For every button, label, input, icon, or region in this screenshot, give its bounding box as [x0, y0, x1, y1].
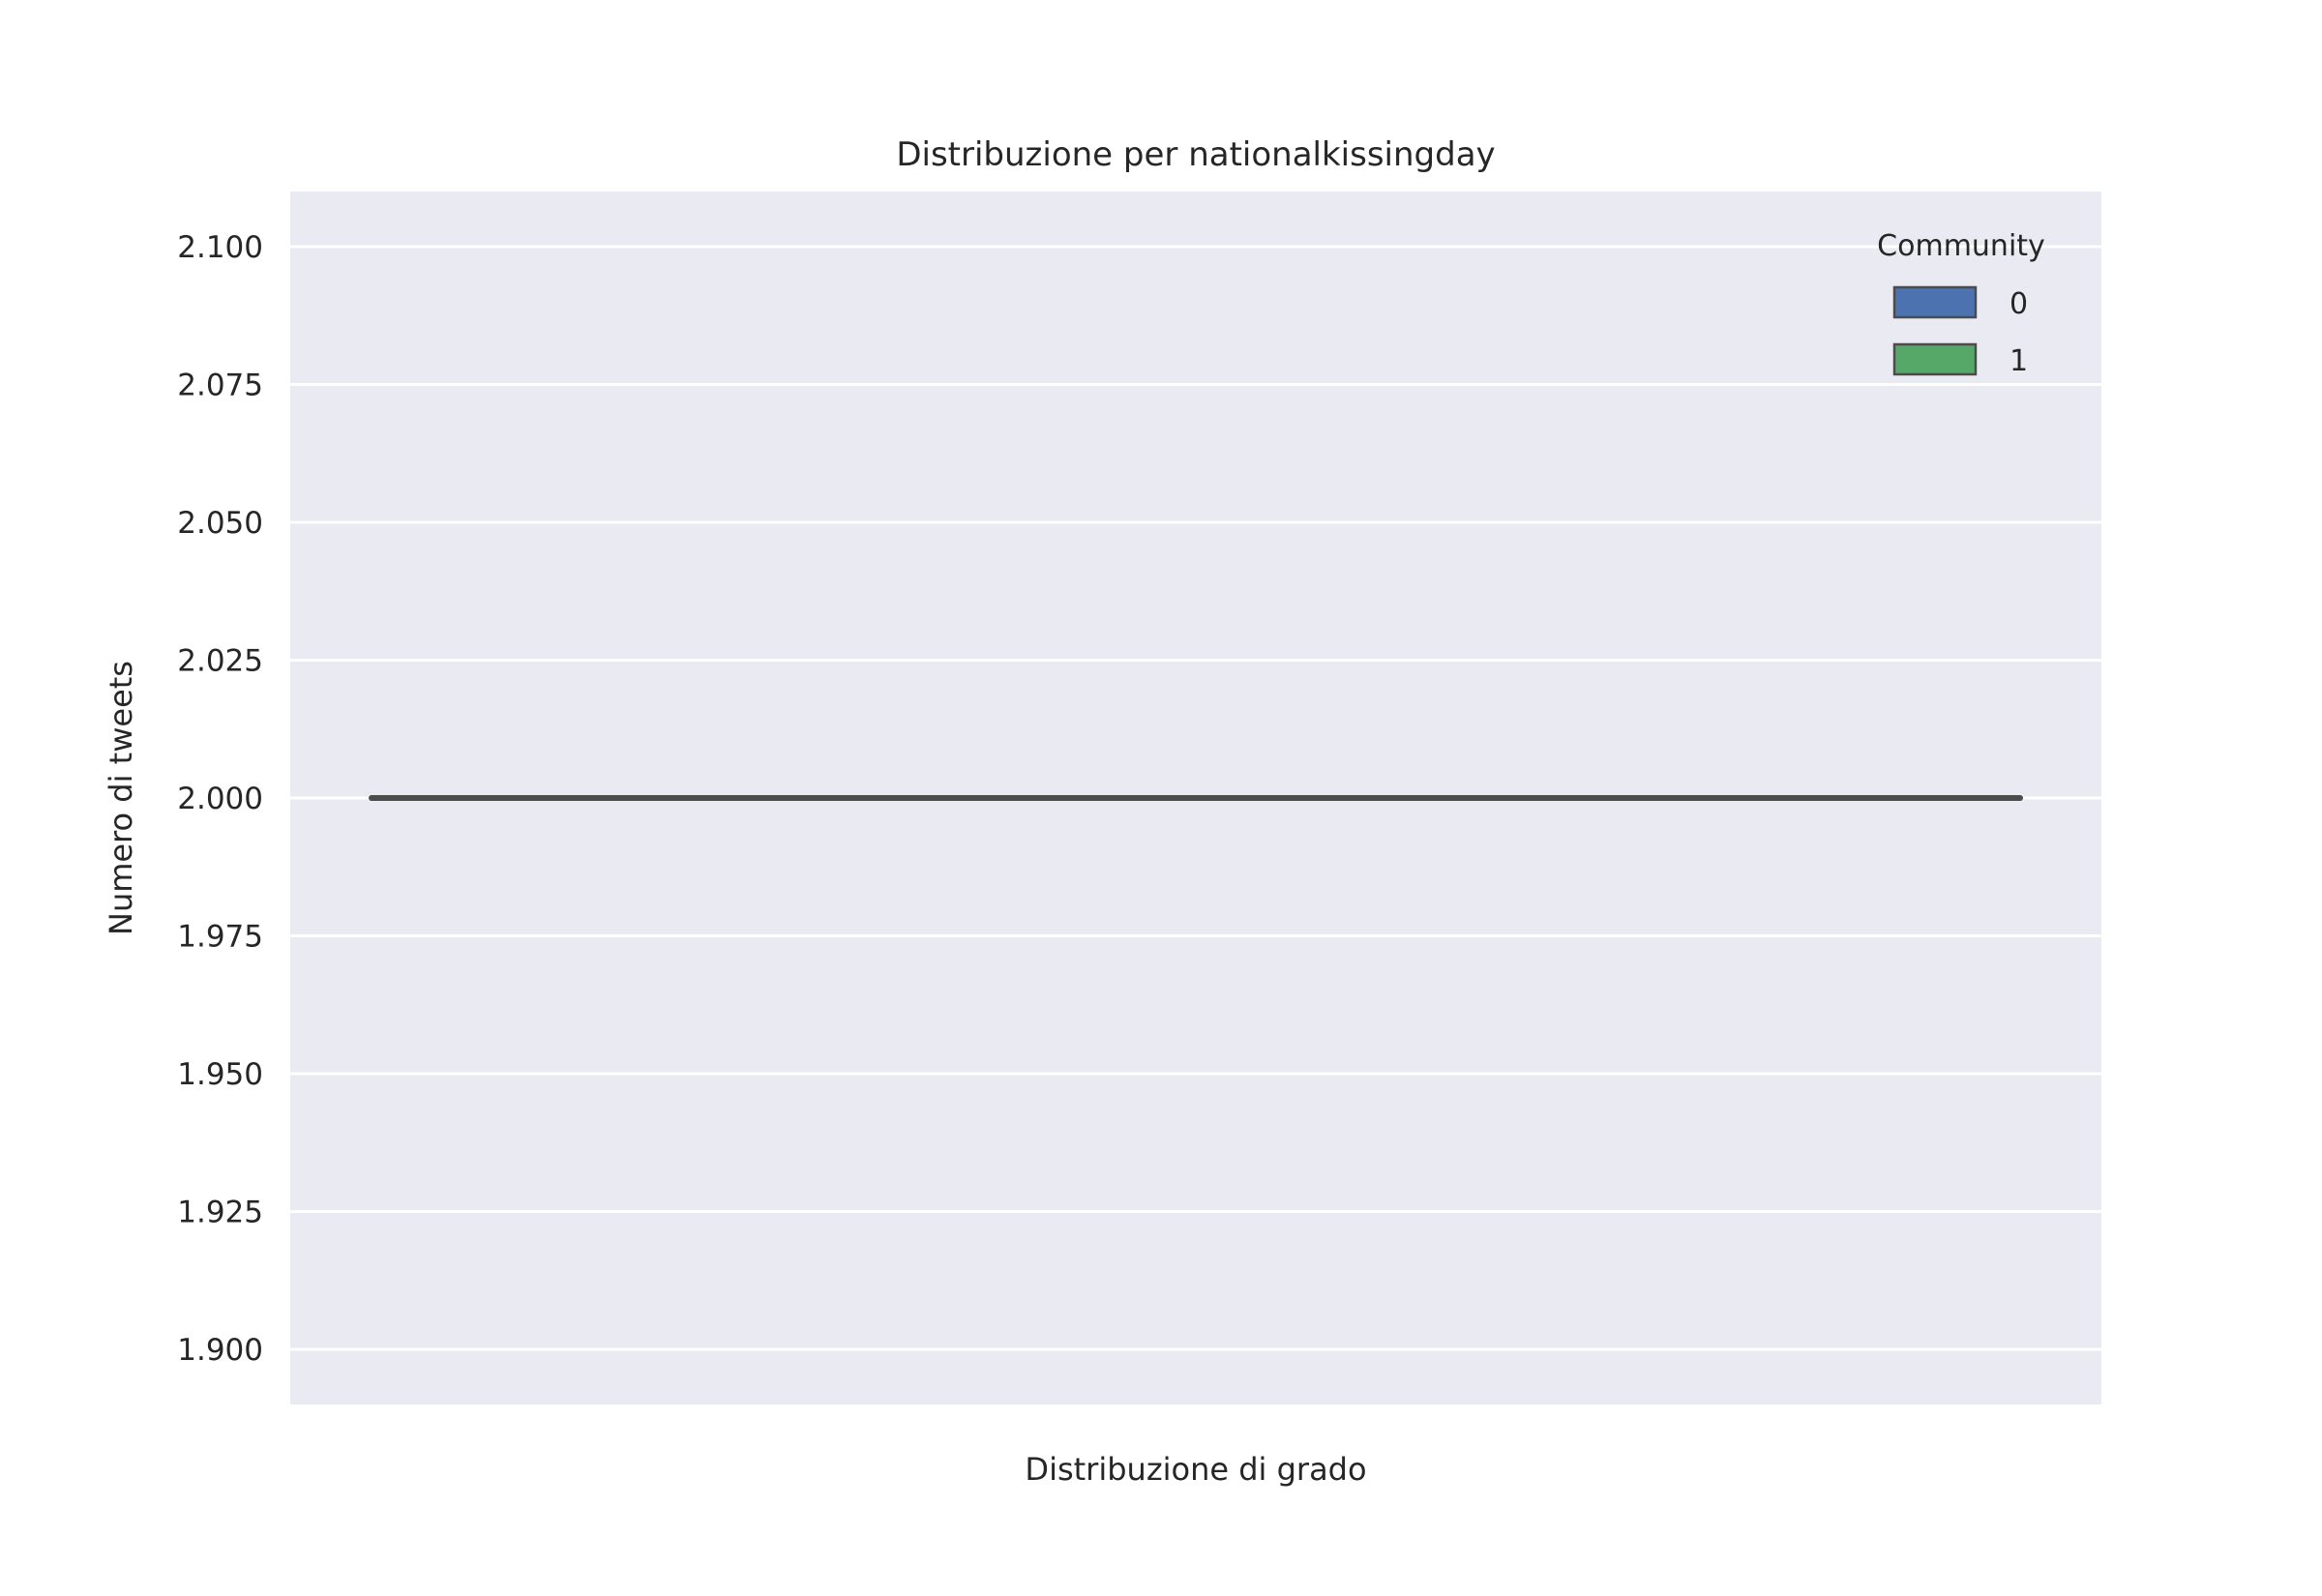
y-tick-label: 1.975 — [177, 920, 263, 955]
y-tick-label: 2.075 — [177, 369, 263, 403]
x-axis-label: Distribuzione di grado — [1025, 1451, 1366, 1488]
chart-title: Distribuzione per nationalkissingday — [896, 135, 1495, 174]
legend: Community 0 1 — [1877, 229, 2045, 378]
y-tick-label: 2.025 — [177, 644, 263, 679]
legend-label-1: 1 — [2009, 344, 2028, 378]
y-tick-label: 1.950 — [177, 1057, 263, 1092]
y-tick-label: 2.050 — [177, 506, 263, 541]
y-axis-label: Numero di tweets — [103, 661, 139, 935]
legend-swatch-1 — [1892, 342, 1978, 376]
y-tick-label: 1.900 — [177, 1333, 263, 1368]
y-tick-labels: 1.900 1.925 1.950 1.975 2.000 2.025 2.050 2.075… — [177, 230, 263, 1368]
legend-swatch-0 — [1892, 285, 1978, 319]
y-tick-label: 2.100 — [177, 230, 263, 265]
y-tick-label: 1.925 — [177, 1196, 263, 1230]
y-tick-label: 2.000 — [177, 782, 263, 816]
legend-label-0: 0 — [2009, 287, 2028, 321]
grid-lines — [290, 245, 2101, 1351]
legend-title: Community — [1877, 229, 2045, 263]
